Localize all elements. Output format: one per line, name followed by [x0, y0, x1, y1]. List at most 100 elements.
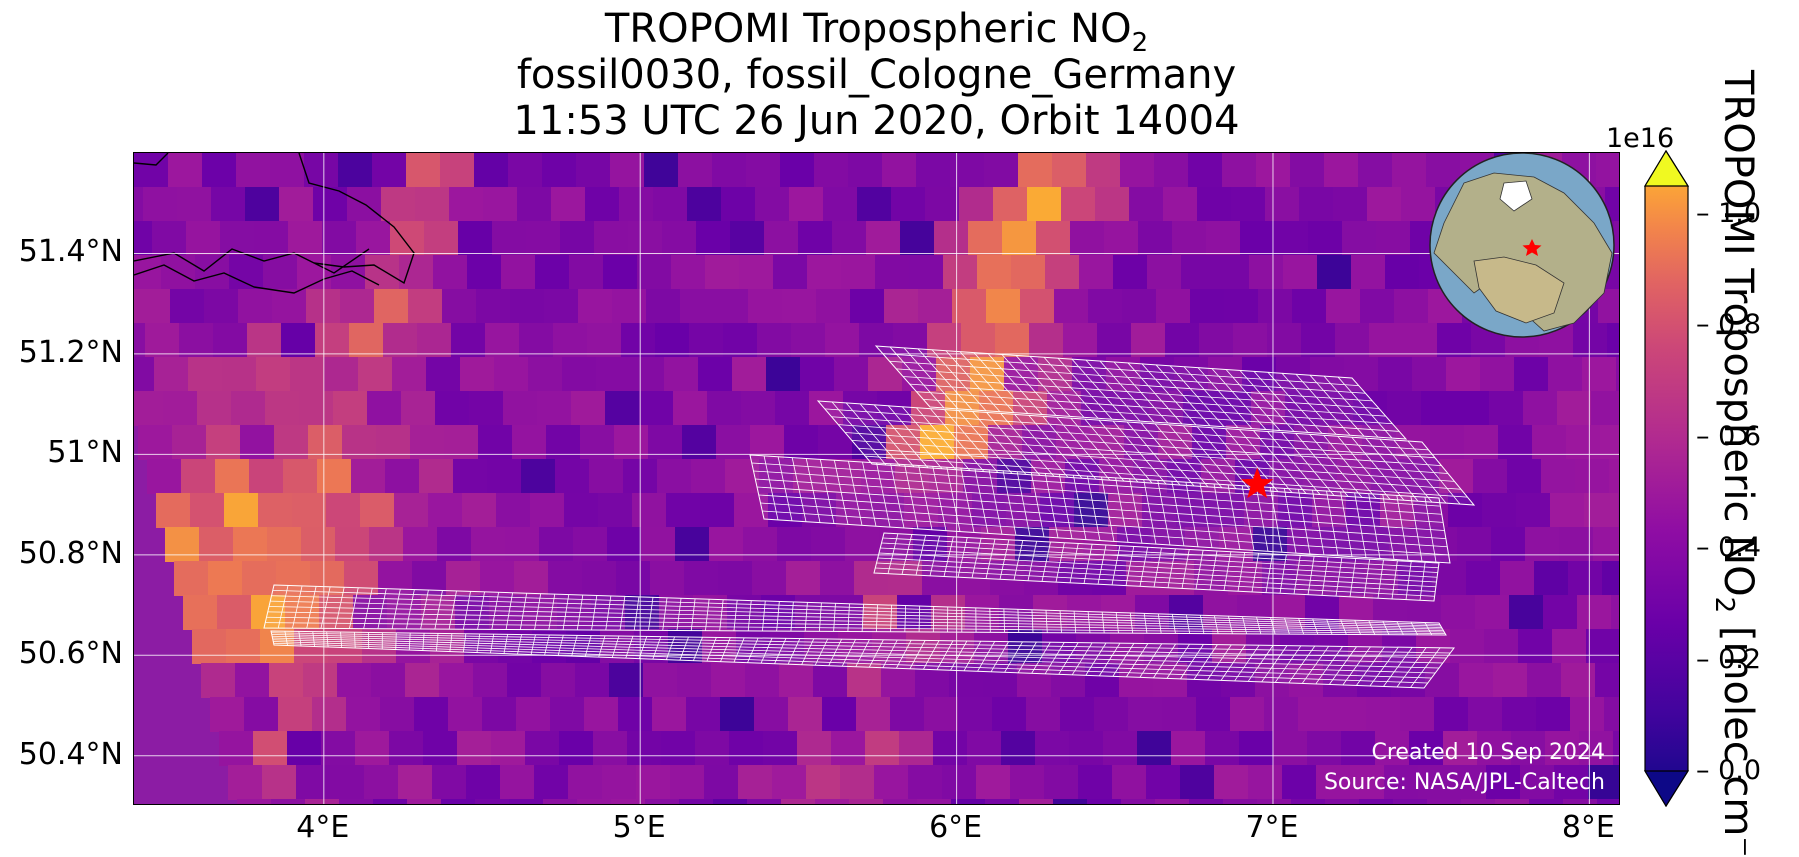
no2-pixel — [707, 391, 742, 426]
no2-pixel — [807, 255, 842, 290]
x-tick-label: 5°E — [613, 811, 666, 845]
no2-pixel — [789, 187, 824, 222]
no2-pixel — [448, 697, 483, 732]
no2-pixel — [500, 765, 535, 800]
no2-pixel — [449, 187, 484, 222]
no2-pixel — [1129, 187, 1164, 222]
no2-pixel — [186, 221, 221, 256]
no2-pixel — [918, 289, 953, 324]
no2-pixel — [1002, 221, 1037, 256]
no2-pixel — [1020, 289, 1055, 324]
no2-pixel — [816, 289, 851, 324]
no2-pixel — [1351, 255, 1386, 290]
no2-pixel — [1514, 357, 1549, 392]
no2-pixel — [1437, 323, 1472, 358]
no2-pixel — [163, 391, 198, 426]
no2-pixel — [197, 391, 232, 426]
no2-pixel — [1393, 799, 1428, 805]
no2-pixel — [1258, 289, 1293, 324]
no2-pixel — [908, 765, 943, 800]
no2-pixel — [1613, 731, 1620, 766]
map-canvas — [134, 153, 1620, 805]
map-panel: Created 10 Sep 2024 Source: NASA/JPL-Cal… — [133, 152, 1620, 805]
no2-pixel — [1230, 697, 1265, 732]
no2-pixel — [800, 357, 835, 392]
no2-pixel — [476, 289, 511, 324]
no2-pixel — [229, 255, 264, 290]
no2-pixel — [244, 697, 279, 732]
no2-pixel — [1018, 153, 1053, 188]
no2-pixel — [1450, 629, 1485, 664]
no2-pixel — [269, 663, 304, 698]
no2-pixel — [466, 765, 501, 800]
no2-pixel — [351, 459, 386, 494]
no2-pixel — [548, 561, 583, 596]
no2-pixel — [1011, 255, 1046, 290]
no2-pixel — [883, 799, 918, 805]
no2-pixel — [406, 153, 441, 188]
no2-pixel — [882, 153, 917, 188]
no2-pixel — [372, 153, 407, 188]
no2-pixel — [419, 459, 454, 494]
no2-pixel — [924, 697, 959, 732]
no2-pixel — [992, 697, 1027, 732]
no2-pixel — [317, 459, 352, 494]
no2-pixel — [986, 289, 1021, 324]
no2-pixel — [1256, 153, 1291, 188]
no2-pixel — [1563, 799, 1598, 805]
no2-pixel — [847, 663, 882, 698]
no2-pixel — [1602, 561, 1620, 596]
no2-pixel — [1188, 153, 1223, 188]
no2-pixel — [1298, 697, 1333, 732]
no2-pixel — [958, 697, 993, 732]
no2-pixel — [1181, 255, 1216, 290]
no2-pixel — [405, 663, 440, 698]
no2-pixel — [584, 697, 619, 732]
no2-pixel — [1137, 731, 1172, 766]
no2-pixel — [748, 289, 783, 324]
no2-pixel — [575, 663, 610, 698]
no2-pixel — [195, 255, 230, 290]
no2-pixel — [458, 221, 493, 256]
no2-pixel — [602, 765, 637, 800]
no2-pixel — [550, 697, 585, 732]
no2-pixel — [1079, 255, 1114, 290]
no2-pixel — [539, 527, 574, 562]
no2-pixel — [356, 221, 391, 256]
no2-pixel — [424, 221, 459, 256]
no2-pixel — [439, 663, 474, 698]
no2-pixel — [365, 255, 400, 290]
no2-pixel — [1392, 153, 1427, 188]
no2-pixel — [686, 697, 721, 732]
no2-pixel — [219, 731, 254, 766]
no2-pixel — [330, 765, 365, 800]
no2-pixel — [589, 459, 624, 494]
no2-pixel — [1088, 289, 1123, 324]
no2-pixel — [925, 187, 960, 222]
no2-pixel — [134, 357, 155, 392]
no2-pixel — [1131, 323, 1166, 358]
no2-pixel — [741, 391, 776, 426]
no2-pixel — [534, 765, 569, 800]
no2-pixel — [850, 289, 885, 324]
no2-pixel — [619, 187, 654, 222]
no2-pixel — [766, 357, 801, 392]
no2-pixel — [596, 357, 631, 392]
no2-pixel — [510, 289, 545, 324]
no2-pixel — [934, 221, 969, 256]
no2-pixel — [609, 663, 644, 698]
no2-pixel — [1035, 731, 1070, 766]
no2-pixel — [177, 187, 212, 222]
no2-pixel — [1120, 153, 1155, 188]
no2-pixel — [593, 731, 628, 766]
no2-pixel — [1104, 221, 1139, 256]
no2-pixel — [1231, 187, 1266, 222]
no2-pixel — [1541, 459, 1576, 494]
no2-pixel — [514, 561, 549, 596]
no2-pixel — [462, 493, 497, 528]
no2-pixel — [798, 221, 833, 256]
no2-pixel — [1568, 561, 1603, 596]
no2-pixel — [650, 561, 685, 596]
no2-pixel — [254, 221, 289, 256]
no2-pixel — [1536, 697, 1571, 732]
